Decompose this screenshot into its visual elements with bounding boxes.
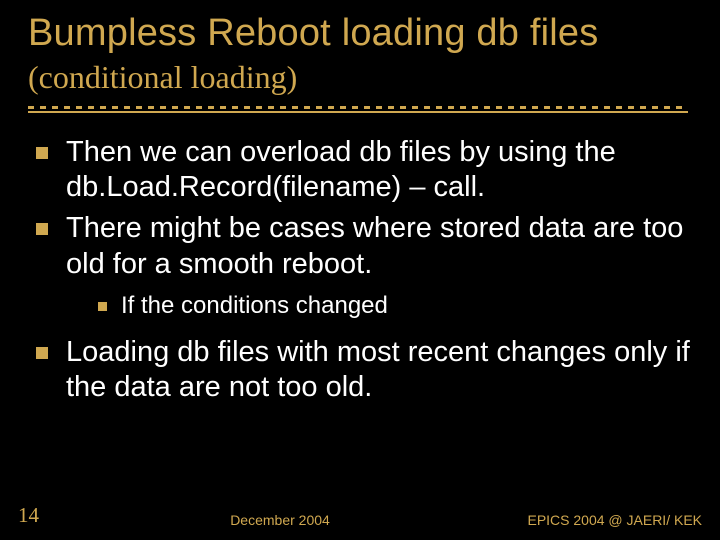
divider-dashed [28,106,688,109]
slide-body: Then we can overload db files by using t… [28,135,692,406]
bullet-text: Then we can overload db files by using t… [66,135,692,206]
footer-date: December 2004 [58,512,502,528]
bullet-item-2: There might be cases where stored data a… [36,211,692,282]
sub-bullet-text: If the conditions changed [121,292,388,321]
square-bullet-icon [98,302,107,311]
bullet-text: There might be cases where stored data a… [66,211,692,282]
slide-subtitle: (conditional loading) [28,59,692,96]
bullet-item-3: Loading db files with most recent change… [36,335,692,406]
slide-number: 14 [18,503,58,528]
footer-venue: EPICS 2004 @ JAERI/ KEK [502,512,702,528]
title-divider [28,106,692,113]
bullet-text: Loading db files with most recent change… [66,335,692,406]
square-bullet-icon [36,223,48,235]
slide: Bumpless Reboot loading db files (condit… [0,0,720,540]
bullet-item-1: Then we can overload db files by using t… [36,135,692,206]
divider-solid [28,111,688,113]
square-bullet-icon [36,147,48,159]
slide-title: Bumpless Reboot loading db files [28,12,692,55]
square-bullet-icon [36,347,48,359]
slide-footer: 14 December 2004 EPICS 2004 @ JAERI/ KEK [0,503,720,528]
sub-bullet-item-2-1: If the conditions changed [98,292,692,321]
